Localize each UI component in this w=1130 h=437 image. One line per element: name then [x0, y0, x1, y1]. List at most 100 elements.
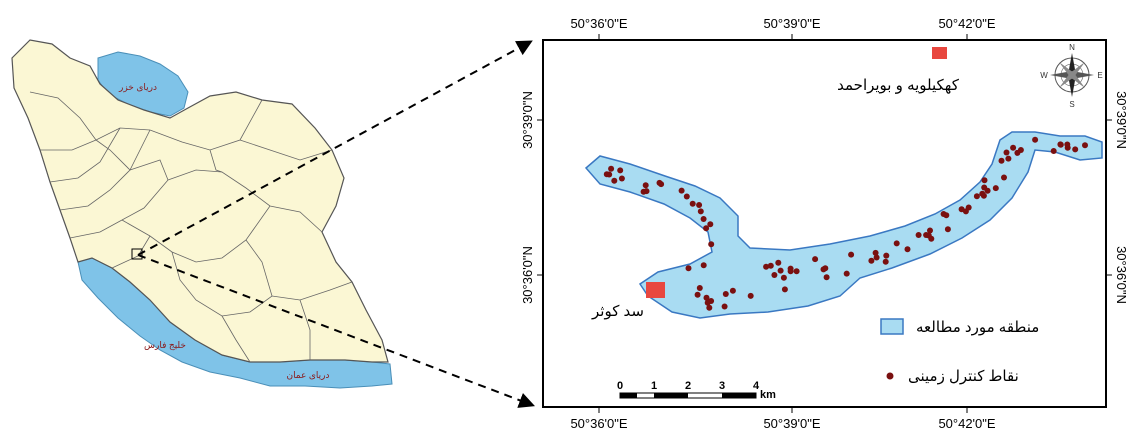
control-point-43 — [843, 270, 850, 277]
control-points — [603, 136, 1088, 311]
control-point-12 — [683, 193, 690, 200]
control-point-29 — [708, 298, 715, 304]
zoom-arrows — [137, 40, 535, 408]
control-point-39 — [775, 259, 782, 266]
control-point-26 — [694, 291, 701, 298]
control-point-17 — [700, 216, 707, 222]
control-point-56 — [904, 246, 911, 253]
dam-marker — [646, 282, 665, 298]
control-point-28 — [722, 291, 729, 297]
control-point-68 — [973, 193, 980, 200]
control-point-76 — [1001, 174, 1007, 181]
control-point-60 — [927, 227, 933, 234]
control-point-38 — [781, 286, 788, 293]
control-point-3 — [611, 177, 618, 184]
province-label: کهکیلویه و بویراحمد — [837, 77, 960, 94]
control-point-27 — [706, 304, 713, 311]
x-tick-top-3: 50°42'0"E — [938, 16, 995, 31]
control-point-30 — [767, 262, 774, 269]
arrow-top — [137, 40, 533, 256]
iran-land — [11, 39, 389, 363]
control-point-41 — [780, 274, 787, 281]
persian-gulf-label: خلیج فارس — [144, 340, 186, 350]
frame-ticks — [537, 34, 1112, 413]
control-point-22 — [696, 285, 703, 291]
control-point-24 — [703, 294, 710, 301]
compass-west: W — [1040, 71, 1048, 80]
control-point-14 — [678, 187, 685, 194]
province-marker — [932, 47, 947, 59]
control-point-52 — [882, 258, 889, 265]
control-point-70 — [979, 190, 986, 197]
control-point-19 — [708, 241, 715, 248]
scale-unit: km — [760, 389, 776, 401]
control-point-59 — [944, 226, 951, 233]
compass-icon: N S E W — [1040, 43, 1102, 109]
legend-study-area-label: منطقه مورد مطالعه — [916, 319, 1039, 336]
control-point-31 — [747, 292, 754, 299]
x-tick-bottom-1: 50°36'0"E — [570, 416, 627, 431]
control-point-72 — [981, 177, 988, 184]
x-tick-top-1: 50°36'0"E — [570, 16, 627, 31]
control-point-35 — [777, 267, 784, 274]
control-point-5 — [608, 165, 615, 172]
compass-east: E — [1097, 71, 1102, 80]
y-tick-right-1: 30°39'0"N — [1114, 91, 1129, 149]
control-point-25 — [721, 303, 728, 310]
control-point-20 — [700, 262, 707, 269]
y-tick-left-2: 30°36'0"N — [520, 246, 535, 304]
control-point-69 — [992, 185, 999, 192]
legend-control-points-label: نقاط کنترل زمینی — [908, 368, 1019, 385]
control-point-40 — [793, 268, 800, 275]
control-point-32 — [771, 272, 778, 278]
control-point-87 — [1072, 146, 1079, 153]
control-point-58 — [923, 232, 930, 238]
scale-tick-1: 1 — [651, 380, 657, 392]
dam-label: سد کوثر — [591, 303, 644, 320]
control-point-16 — [703, 225, 710, 232]
control-point-23 — [685, 265, 692, 272]
control-point-49 — [893, 240, 900, 247]
scale-tick-0: 0 — [617, 380, 623, 392]
control-point-79 — [1017, 147, 1024, 153]
control-point-57 — [915, 232, 922, 238]
control-point-15 — [707, 221, 714, 228]
location-marker — [131, 248, 143, 260]
control-point-63 — [940, 211, 947, 217]
control-point-8 — [640, 188, 647, 195]
oman-sea-label: دریای عمان — [286, 370, 329, 380]
x-tick-top-2: 50°39'0"E — [763, 16, 820, 31]
control-point-82 — [1032, 136, 1039, 143]
control-point-13 — [689, 200, 696, 207]
control-point-44 — [848, 251, 855, 258]
control-point-85 — [1064, 144, 1071, 151]
study-map: 50°36'0"E 50°39'0"E 50°42'0"E 50°36'0"E … — [520, 16, 1129, 431]
control-point-9 — [642, 182, 649, 189]
legend-study-area-swatch — [880, 318, 904, 335]
iran-map: دریای خزر خلیج فارس دریای عمان — [11, 39, 393, 389]
legend-point-swatch — [886, 372, 894, 380]
legend: منطقه مورد مطالعه نقاط کنترل زمینی — [880, 318, 1039, 385]
control-point-50 — [868, 257, 875, 264]
control-point-55 — [928, 235, 935, 242]
x-tick-bottom-3: 50°42'0"E — [938, 416, 995, 431]
control-point-74 — [1003, 149, 1010, 156]
control-point-37 — [787, 268, 794, 275]
arrow-bottom — [137, 254, 535, 408]
scale-tick-2: 2 — [685, 380, 691, 392]
control-point-34 — [729, 287, 736, 294]
control-point-0 — [617, 167, 624, 174]
control-point-66 — [965, 204, 972, 211]
control-point-51 — [883, 252, 890, 259]
caspian-label: دریای خزر — [118, 82, 157, 92]
control-point-71 — [984, 187, 991, 194]
scale-tick-4: 4 — [753, 380, 760, 392]
province-borders — [29, 91, 353, 363]
control-point-53 — [873, 254, 880, 261]
control-point-33 — [763, 263, 770, 270]
control-point-77 — [1010, 144, 1017, 151]
compass-north: N — [1069, 43, 1075, 52]
control-point-11 — [696, 202, 703, 208]
compass-south: S — [1069, 100, 1074, 109]
